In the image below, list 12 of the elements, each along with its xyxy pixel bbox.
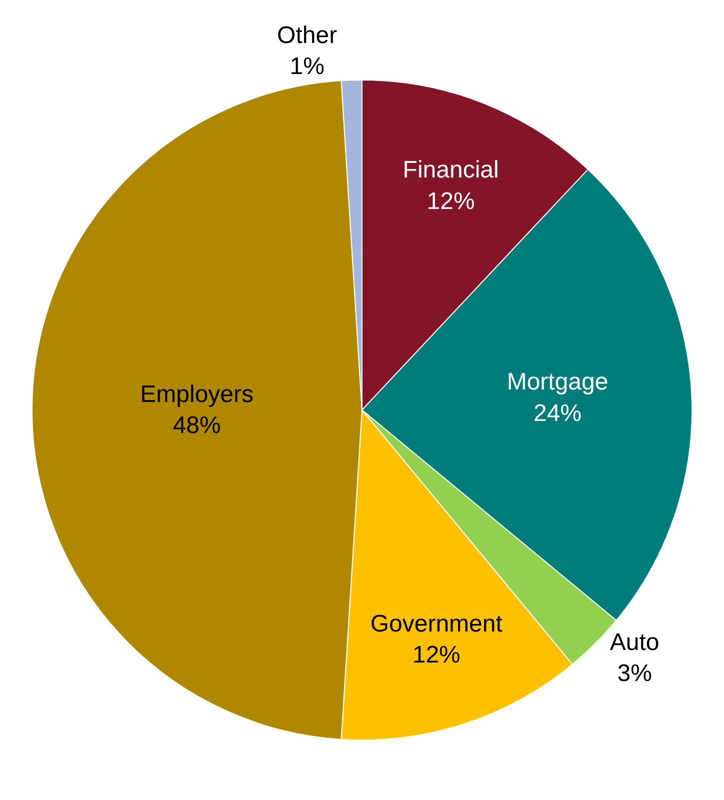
slice-label: Mortgage: [506, 368, 608, 396]
slice-label: Other: [277, 22, 338, 49]
data-label: 48%: [172, 412, 221, 440]
data-label: 1%: [290, 53, 324, 80]
data-label: 12%: [426, 188, 475, 215]
slice-label: Auto: [610, 628, 660, 656]
slice-label: Employers: [140, 380, 254, 408]
slice-label: Financial: [402, 156, 499, 184]
data-label: 3%: [617, 660, 652, 687]
slice-label: Government: [370, 610, 503, 638]
data-label: 24%: [533, 400, 582, 427]
data-label: 12%: [412, 642, 460, 668]
